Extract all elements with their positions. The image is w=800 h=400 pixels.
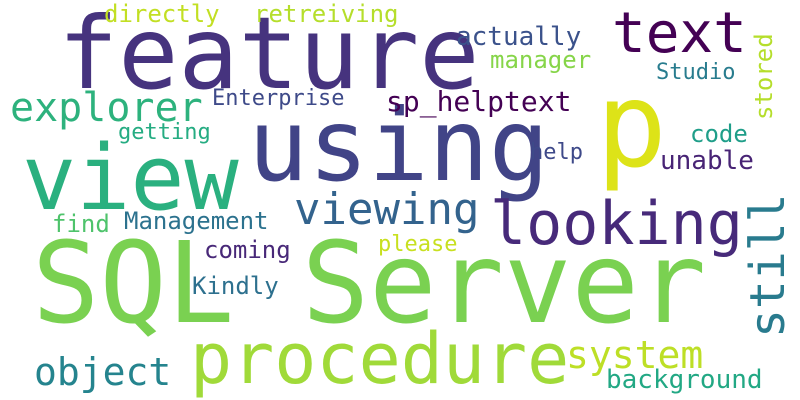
word-sp-helptext: sp_helptext — [386, 85, 572, 118]
word-please: please — [378, 232, 458, 257]
word-feature: feature — [58, 0, 480, 112]
word-background: background — [606, 365, 763, 395]
word-stored: stored — [750, 33, 778, 120]
word-unable: unable — [660, 146, 754, 176]
word-text: text — [612, 1, 747, 66]
word-management: Management — [124, 207, 269, 235]
word-sql-server: SQL Server — [32, 219, 707, 349]
word-viewing: viewing — [294, 184, 480, 235]
word-looking: looking — [490, 189, 743, 259]
word-explorer: explorer — [10, 85, 203, 131]
word-getting: getting — [118, 120, 211, 145]
word-retreiving: retreiving — [254, 0, 399, 28]
word-kindly: Kindly — [192, 272, 279, 300]
word-procedure: procedure — [190, 318, 570, 400]
word-using: using — [248, 87, 550, 204]
word-directly: directly — [104, 0, 220, 28]
word-manager: manager — [490, 46, 592, 74]
word-coming: coming — [204, 236, 291, 264]
word-p: p — [596, 56, 668, 194]
word-find: find — [52, 210, 110, 238]
word-help: help — [530, 140, 583, 165]
word-actually: actually — [456, 22, 582, 52]
word-system: system — [566, 333, 704, 377]
word-view: view — [22, 126, 239, 231]
word-object: object — [34, 350, 172, 394]
word-still: still — [740, 193, 796, 339]
word-studio: Studio — [656, 60, 736, 85]
word-enterprise: Enterprise — [212, 86, 345, 111]
word-code: code — [690, 120, 748, 148]
